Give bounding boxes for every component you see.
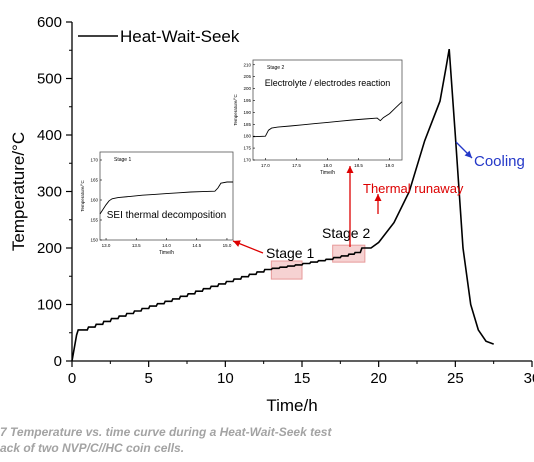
x-tick-label: 10: [217, 370, 234, 387]
inset-y-tick-label: 170: [90, 158, 98, 163]
main-series-layer: [71, 48, 494, 362]
inset-y-tick-label: 180: [243, 134, 251, 139]
figure-caption: 7 Temperature vs. time curve during a He…: [0, 424, 534, 456]
inset-x-tick-label: 17.0: [261, 163, 270, 168]
inset-y-tick-label: 190: [243, 110, 251, 115]
inset-x-tick-label: 14.5: [192, 243, 201, 248]
y-tick-label: 0: [54, 353, 62, 370]
arrow-stage-2-head: [346, 166, 354, 173]
inset-y-axis-label: Temperature/°C: [80, 179, 85, 211]
annotation-layer: Stage 1 Stage 2 Thermal runaway Cooling: [232, 141, 525, 261]
temperature-time-chart: 0510152025300100200300400500600Time/hTem…: [9, 14, 534, 415]
caption-line-2: ack of two NVP/C//HC coin cells.: [0, 441, 185, 455]
inset-chart-1: Stage 1 13.0 13.5 14.0 14.5 15.0 150 155 160 165 1…: [80, 151, 234, 256]
inset-title: Stage 2: [267, 65, 284, 71]
y-axis-label: Temperature/°C: [9, 132, 28, 251]
y-tick-label: 500: [37, 71, 62, 88]
y-tick-label: 300: [37, 184, 62, 201]
inset-frame: [99, 151, 234, 241]
inset-y-tick-label: 210: [243, 62, 251, 67]
legend-label: Heat-Wait-Seek: [120, 27, 240, 46]
annotation-thermal-runaway: Thermal runaway: [363, 181, 464, 196]
inset-x-tick-label: 13.0: [102, 243, 111, 248]
x-tick-label: 15: [294, 370, 311, 387]
annotation-cooling: Cooling: [474, 153, 525, 170]
x-tick-label: 30: [524, 370, 534, 387]
stage-highlight-box: [270, 260, 303, 280]
inset-y-tick-label: 200: [243, 86, 251, 91]
annotation-stage-2: Stage 2: [322, 225, 370, 241]
inset-y-tick-label: 165: [90, 178, 98, 183]
x-tick-label: 25: [447, 370, 464, 387]
inset-x-axis-label: Time/h: [320, 170, 335, 176]
y-tick-label: 100: [37, 297, 62, 314]
inset-series-line: [252, 101, 403, 138]
inset-frame: [252, 59, 403, 161]
inset-y-tick-label: 195: [243, 98, 251, 103]
arrow-cooling-head: [464, 150, 472, 158]
inset-y-tick-label: 185: [243, 122, 251, 127]
caption-line-1: 7 Temperature vs. time curve during a He…: [0, 425, 332, 439]
y-tick-label: 200: [37, 240, 62, 257]
inset-y-tick-label: 155: [90, 218, 98, 223]
main-axes: 0510152025300100200300400500600Time/hTem…: [9, 14, 534, 415]
arrow-stage-1-head: [233, 240, 241, 247]
x-axis-label: Time/h: [266, 396, 317, 415]
inset-y-tick-label: 205: [243, 74, 251, 79]
inset-x-tick-label: 19.0: [385, 163, 394, 168]
arrow-thermal-runaway-head: [374, 194, 382, 201]
inset-x-tick-label: 18.0: [323, 163, 332, 168]
inset-y-tick-label: 160: [90, 198, 98, 203]
inset-x-tick-label: 17.5: [292, 163, 301, 168]
inset-y-tick-label: 170: [243, 158, 251, 163]
inset-series-line: [99, 181, 233, 215]
inset-x-tick-label: 14.0: [162, 243, 171, 248]
annotation-stage-1: Stage 1: [266, 245, 314, 261]
y-tick-label: 400: [37, 127, 62, 144]
inset-x-tick-label: 13.5: [132, 243, 141, 248]
inset-y-tick-label: 150: [90, 238, 98, 243]
inset-label: SEI thermal decomposition: [107, 210, 227, 221]
x-tick-label: 0: [68, 370, 76, 387]
inset-x-tick-label: 18.5: [354, 163, 363, 168]
inset-x-tick-label: 15.0: [223, 243, 232, 248]
y-tick-label: 600: [37, 14, 62, 31]
inset-y-tick-label: 175: [243, 146, 251, 151]
x-tick-label: 20: [370, 370, 387, 387]
inset-chart-2: Stage 2 17.0 17.5 18.0 18.5 19.0 170 175 180 185 1…: [233, 59, 403, 176]
inset-x-axis-label: Time/h: [159, 250, 174, 256]
inset-y-axis-label: Temperature/°C: [233, 93, 238, 125]
series-line-heat-wait-seek: [71, 48, 494, 362]
inset-label: Electrolyte / electrodes reaction: [265, 78, 391, 88]
inset-title: Stage 1: [114, 157, 131, 163]
x-tick-label: 5: [144, 370, 152, 387]
inset-layer: Stage 1 13.0 13.5 14.0 14.5 15.0 150 155 160 165 1…: [80, 59, 403, 256]
